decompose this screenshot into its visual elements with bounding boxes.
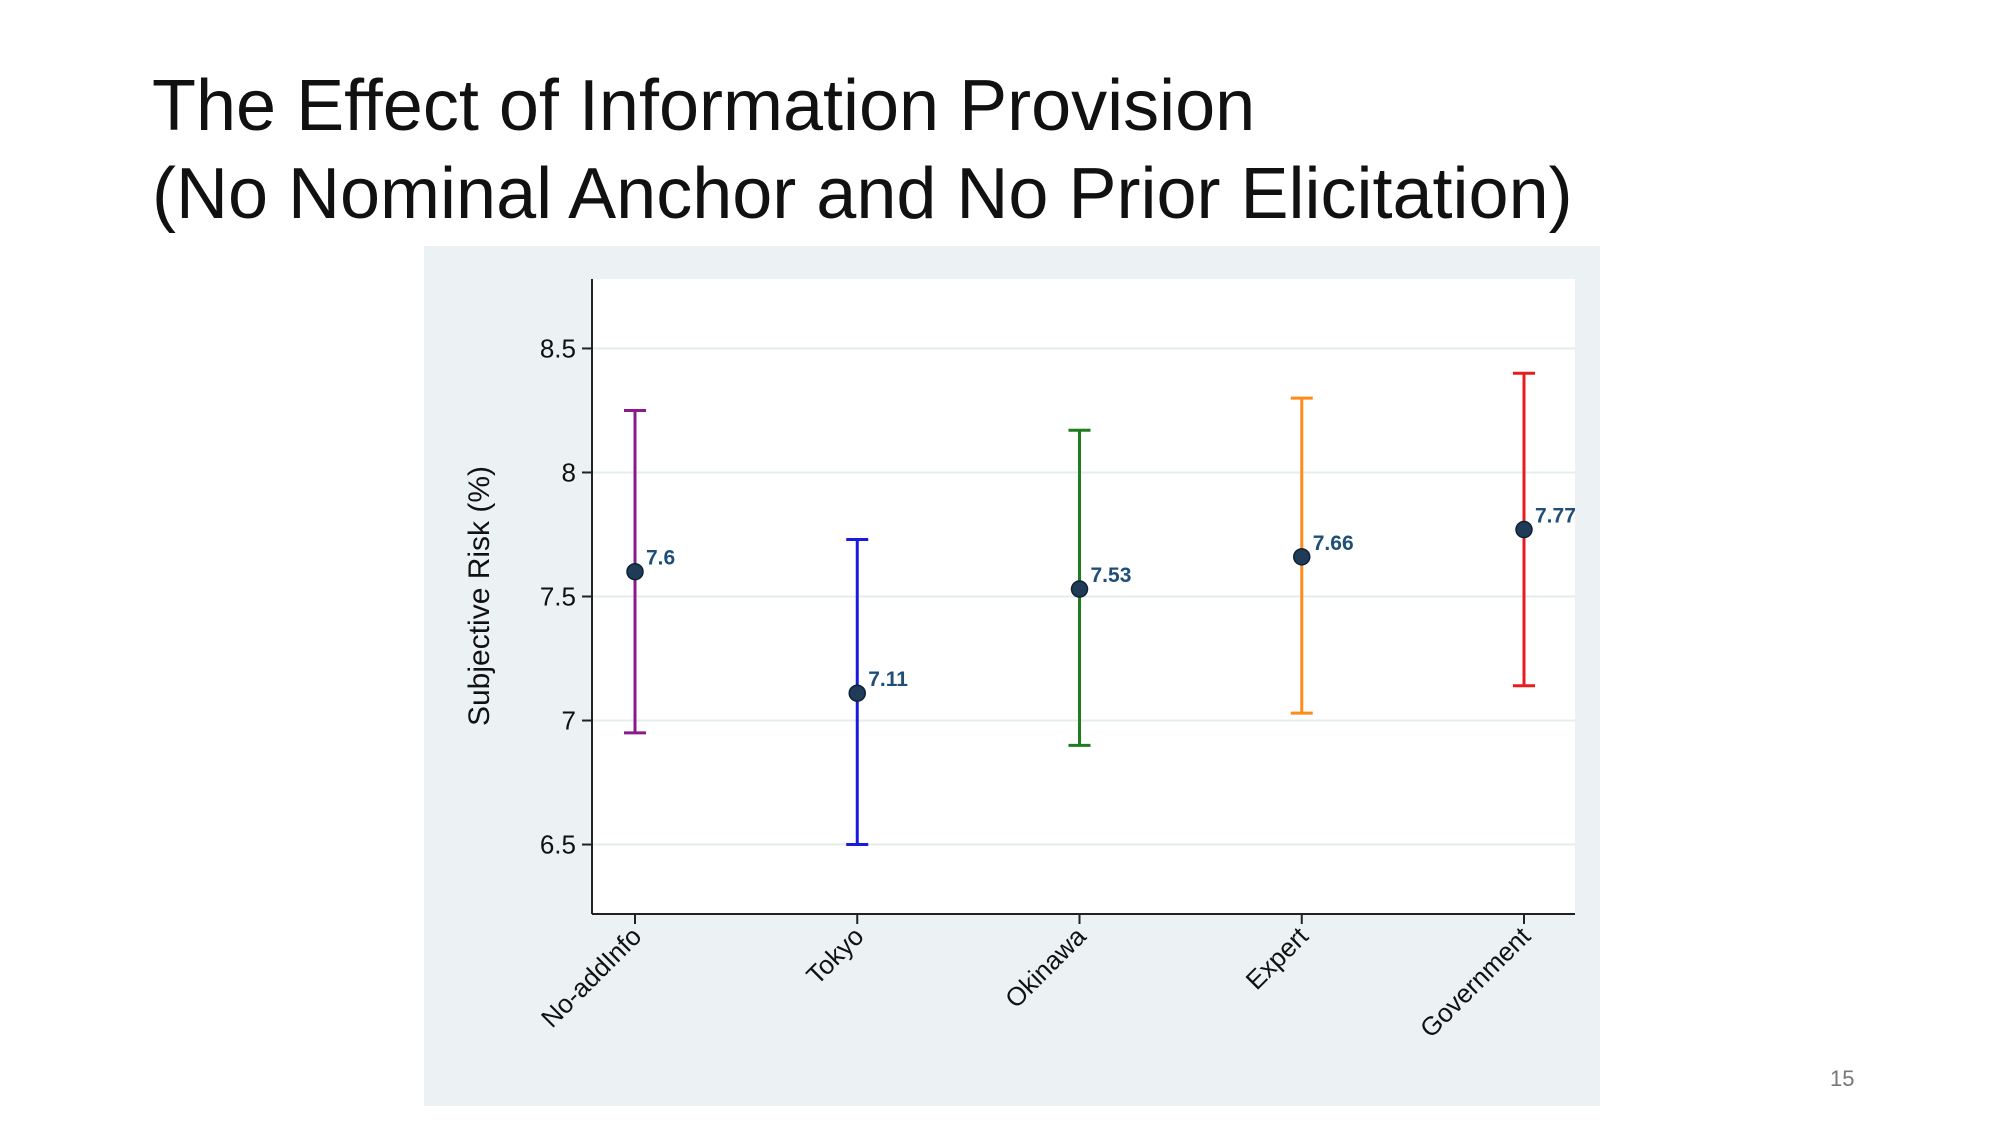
x-tick-label: Government <box>1414 920 1537 1043</box>
y-tick-label: 6.5 <box>540 830 576 860</box>
chart-panel: 6.5 7 7.5 8 8.5 No-addInfo Tokyo Okinawa Expert… <box>424 246 1600 1106</box>
y-tick-label: 7 <box>562 706 576 736</box>
error-bar-group: 7.11 <box>846 537 908 847</box>
data-point <box>1515 520 1533 539</box>
error-bar-group: 7.53 <box>1068 428 1132 747</box>
x-tick-label: Expert <box>1240 920 1315 995</box>
slide-title-line-1: The Effect of Information Provision <box>152 66 1256 146</box>
x-tick-label: Okinawa <box>999 921 1092 1014</box>
slide-title-line-2: (No Nominal Anchor and No Prior Elicitat… <box>152 154 1573 234</box>
page-number: 15 <box>1830 1066 1855 1091</box>
data-point <box>1070 580 1089 598</box>
y-axis-title: Subjective Risk (%) <box>463 466 496 726</box>
data-label: 7.77 <box>1535 505 1576 528</box>
x-tick-label: Tokyo <box>800 921 869 990</box>
series: 7.6 7.11 7.53 7.66 7.77 <box>624 371 1576 847</box>
error-bar-group: 7.6 <box>624 408 675 735</box>
data-point <box>1293 548 1311 566</box>
x-ticks: No-addInfo Tokyo Okinawa Expert Government <box>535 914 1537 1043</box>
data-label: 7.6 <box>646 547 675 570</box>
error-bar-group: 7.77 <box>1513 371 1576 688</box>
y-tick-label: 7.5 <box>540 582 576 612</box>
y-tick-label: 8 <box>562 457 576 487</box>
data-point <box>626 562 644 581</box>
y-ticks: 6.5 7 7.5 8 8.5 <box>540 333 592 860</box>
data-label: 7.11 <box>868 668 908 691</box>
y-tick-label: 8.5 <box>540 333 576 363</box>
error-bar-chart: 6.5 7 7.5 8 8.5 No-addInfo Tokyo Okinawa Expert… <box>463 279 1576 1043</box>
data-label: 7.53 <box>1091 564 1132 587</box>
error-bar-group: 7.66 <box>1290 396 1354 715</box>
data-label: 7.66 <box>1313 532 1354 555</box>
data-point <box>848 684 866 702</box>
slide-title: The Effect of Information Provision (No … <box>152 62 1573 238</box>
x-tick-label: No-addInfo <box>535 921 647 1033</box>
